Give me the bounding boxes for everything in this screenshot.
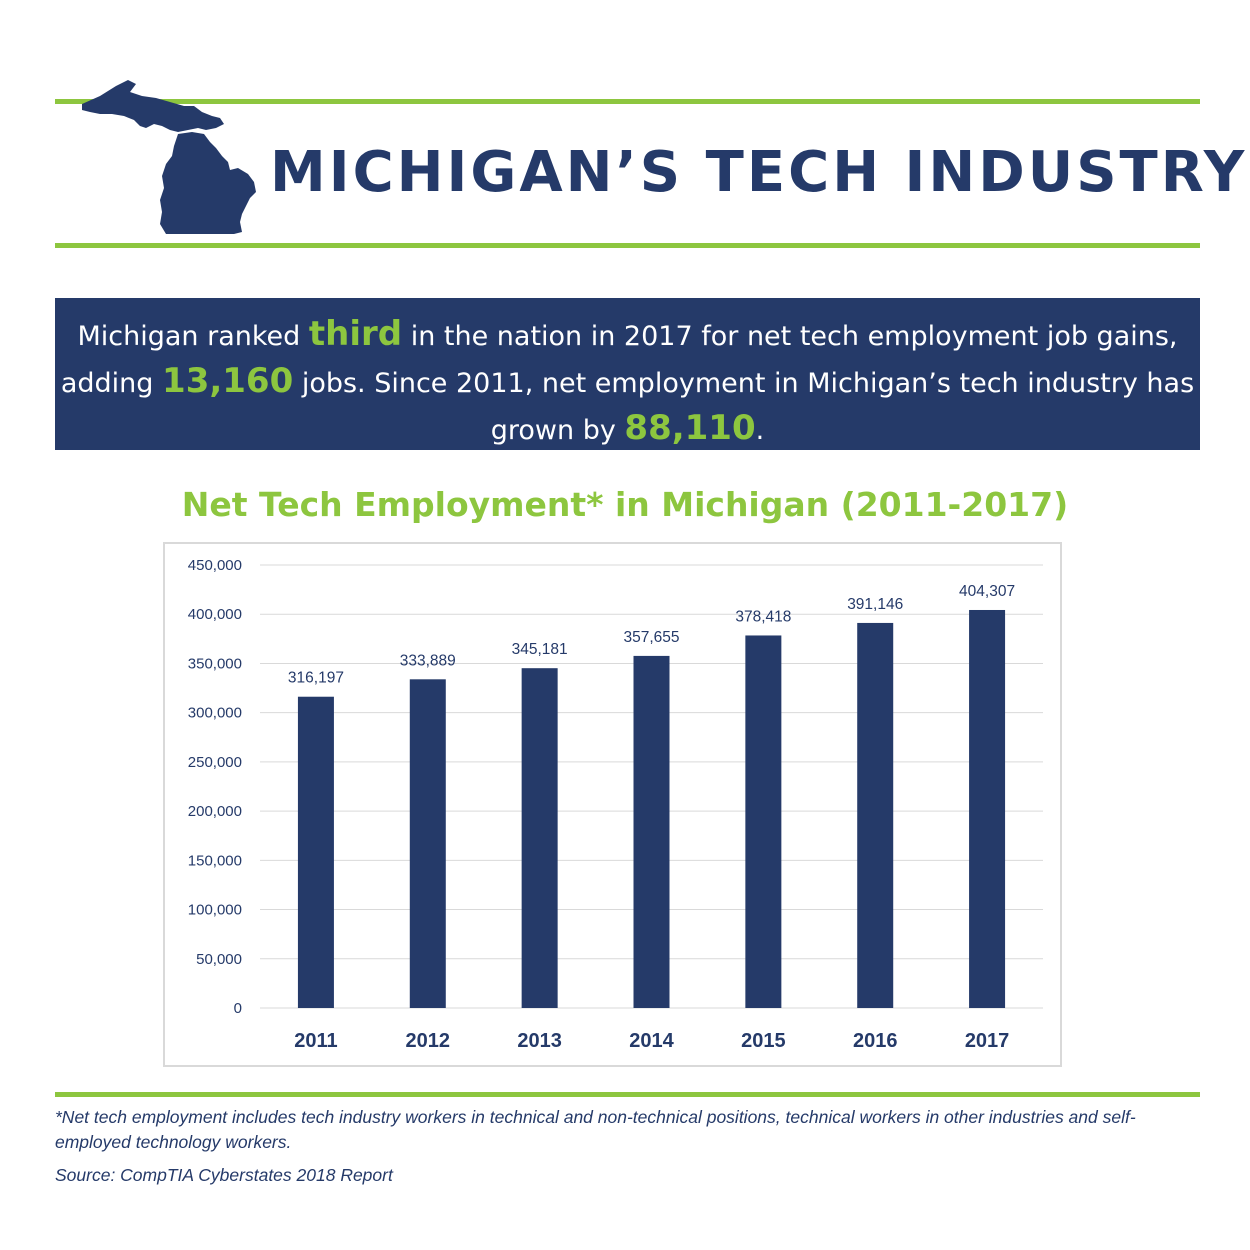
banner-text-3: jobs. Since 2011, net employment in Mich… <box>293 368 1195 446</box>
banner-text-1: Michigan ranked <box>77 321 309 352</box>
footer-green-rule <box>55 1092 1200 1097</box>
header-green-rule <box>55 243 1200 248</box>
data-label: 391,146 <box>847 596 903 613</box>
bar <box>745 635 782 1008</box>
data-label: 345,181 <box>512 641 568 658</box>
summary-banner: Michigan ranked third in the nation in 2… <box>55 298 1200 450</box>
y-tick-label: 150,000 <box>188 852 242 869</box>
footnote: *Net tech employment includes tech indus… <box>55 1107 1136 1152</box>
data-label: 357,655 <box>623 629 679 646</box>
top-green-rule <box>55 99 1200 104</box>
y-tick-label: 100,000 <box>188 902 242 919</box>
data-label: 333,889 <box>400 652 456 669</box>
y-tick-label: 450,000 <box>188 557 242 574</box>
bar <box>633 655 670 1008</box>
y-tick-label: 0 <box>234 1000 242 1017</box>
banner-highlight-rank: third <box>308 314 403 354</box>
y-tick-label: 350,000 <box>188 655 242 672</box>
x-tick-label: 2017 <box>965 1030 1010 1052</box>
banner-text-4: . <box>755 415 765 446</box>
data-label: 404,307 <box>959 583 1015 600</box>
y-tick-label: 250,000 <box>188 754 242 771</box>
data-label: 378,418 <box>735 608 791 625</box>
lower-peninsula-shape <box>160 132 256 234</box>
y-tick-label: 300,000 <box>188 705 242 722</box>
x-tick-label: 2011 <box>294 1030 337 1052</box>
page-title: MICHIGAN’S TECH INDUSTRY <box>270 140 1248 205</box>
chart-title: Net Tech Employment* in Michigan (2011-2… <box>181 485 1069 524</box>
chart-frame: 0 50,000 100,000 150,000 200,000 250,000 300,0… <box>163 542 1062 1067</box>
x-tick-label: 2012 <box>406 1030 451 1052</box>
x-tick-label: 2014 <box>629 1030 674 1052</box>
data-label: 316,197 <box>288 670 344 687</box>
upper-peninsula-shape <box>82 80 224 132</box>
banner-highlight-growth: 88,110 <box>624 408 756 448</box>
bar <box>521 668 558 1008</box>
x-tick-label: 2015 <box>741 1030 786 1052</box>
bar-chart: 0 50,000 100,000 150,000 200,000 250,000 300,0… <box>188 557 1043 1052</box>
michigan-map-icon <box>82 80 256 234</box>
bar <box>857 622 894 1008</box>
x-tick-label: 2013 <box>517 1030 562 1052</box>
y-tick-label: 400,000 <box>188 606 242 623</box>
bar <box>409 679 446 1008</box>
bar <box>969 609 1006 1008</box>
source-citation: Source: CompTIA Cyberstates 2018 Report <box>55 1165 393 1185</box>
y-tick-label: 50,000 <box>196 951 242 968</box>
bar <box>297 696 334 1008</box>
banner-text-2: in the nation in 2017 for net tech emplo… <box>60 321 1178 399</box>
banner-highlight-jobs-added: 13,160 <box>162 361 294 401</box>
x-tick-label: 2016 <box>853 1030 898 1052</box>
y-tick-label: 200,000 <box>188 803 242 820</box>
